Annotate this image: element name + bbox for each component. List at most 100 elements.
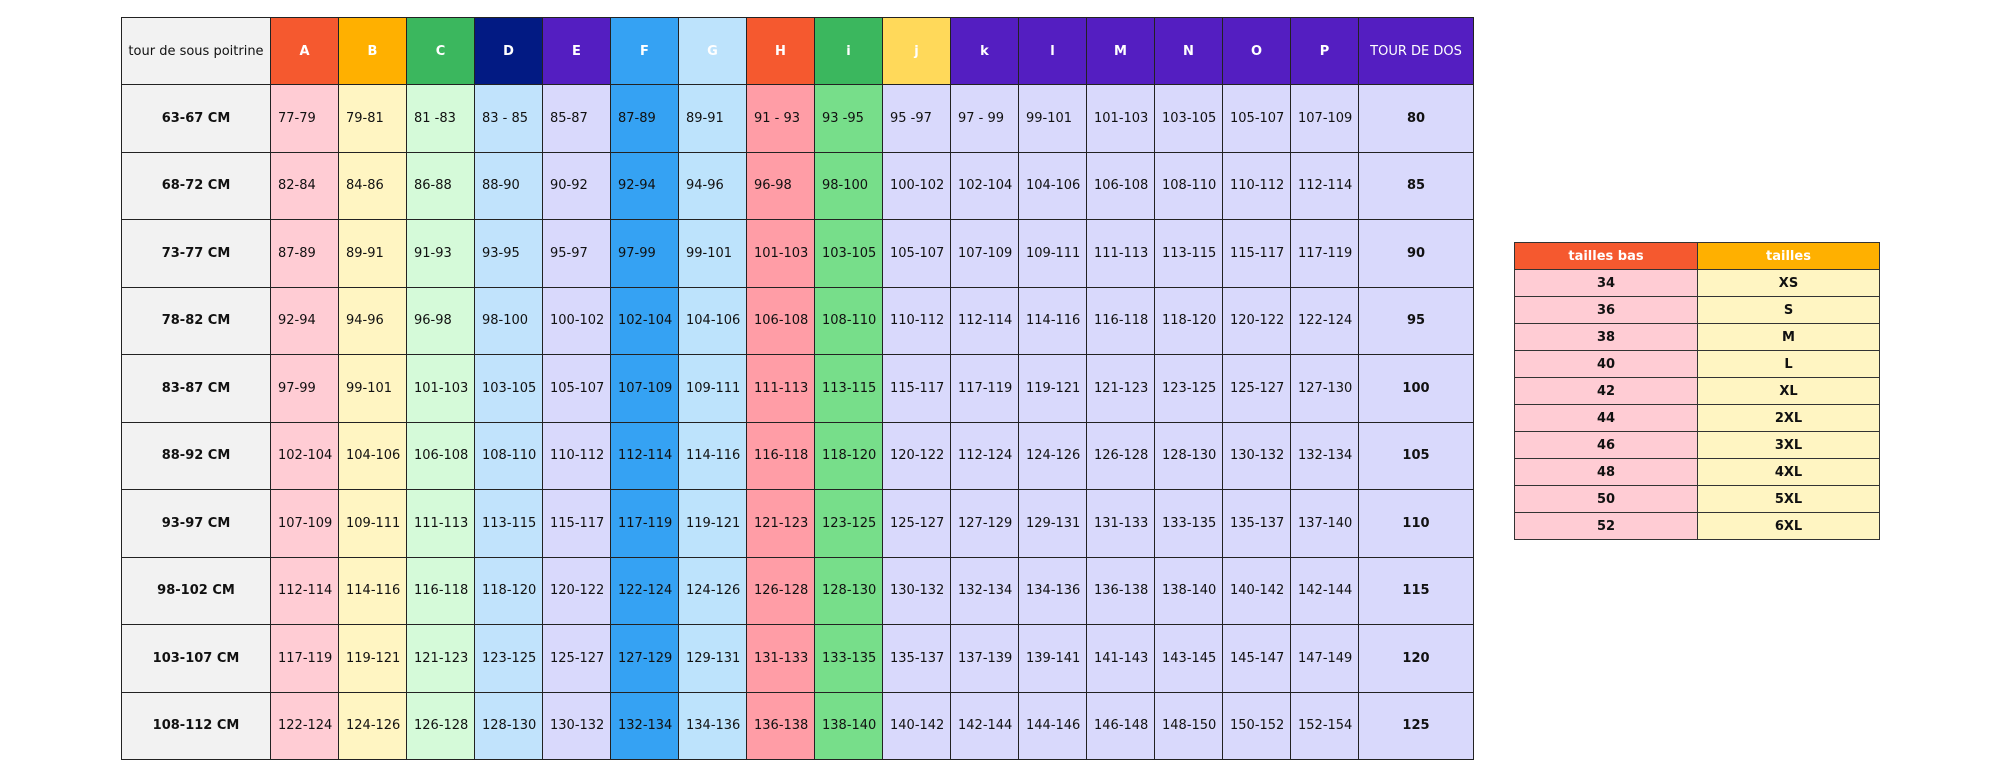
bottom-size-cell: 38: [1514, 323, 1698, 351]
table-cell: 101-103: [1086, 84, 1155, 153]
table-cell: 140-142: [882, 691, 951, 760]
table-cell: 118-120: [814, 421, 883, 490]
table-cell: 85-87: [542, 84, 611, 153]
table-cell: 98-100: [814, 151, 883, 220]
header-cup-P: P: [1290, 17, 1359, 85]
row-back-size: 125: [1358, 691, 1474, 760]
row-underbust-label: 78-82 CM: [121, 286, 271, 355]
table-row: 93-97 CM 107-109 109-111 111-113 113-115 115-…: [121, 489, 1474, 558]
row-underbust-label: 68-72 CM: [121, 151, 271, 220]
table-cell: 113-115: [1154, 219, 1223, 288]
table-cell: 122-124: [610, 556, 679, 625]
table-cell: 93 -95: [814, 84, 883, 153]
table-cell: 122-124: [270, 691, 339, 760]
bottom-size-cell: 44: [1514, 404, 1698, 432]
table-cell: 108-110: [1154, 151, 1223, 220]
header-cup-F: F: [610, 17, 679, 85]
table-cell: 127-129: [610, 624, 679, 693]
row-back-size: 115: [1358, 556, 1474, 625]
table-cell: 133-135: [814, 624, 883, 693]
letter-size-cell: 6XL: [1697, 512, 1880, 540]
table-cell: 102-104: [950, 151, 1019, 220]
table-cell: 119-121: [678, 489, 747, 558]
header-cup-C: C: [406, 17, 475, 85]
table-cell: 117-119: [270, 624, 339, 693]
table-cell: 87-89: [610, 84, 679, 153]
row-back-size: 95: [1358, 286, 1474, 355]
table-cell: 88-90: [474, 151, 543, 220]
table-cell: 136-138: [1086, 556, 1155, 625]
table-row: 48 4XL: [1514, 458, 1880, 486]
bottom-size-cell: 52: [1514, 512, 1698, 540]
table-cell: 101-103: [406, 354, 475, 423]
table-row: 98-102 CM 112-114 114-116 116-118 118-120 120…: [121, 556, 1474, 625]
header-letter-size: tailles: [1697, 242, 1880, 270]
table-row: 46 3XL: [1514, 431, 1880, 459]
table-cell: 112-114: [950, 286, 1019, 355]
table-row: 36 S: [1514, 296, 1880, 324]
table-cell: 81 -83: [406, 84, 475, 153]
table-cell: 125-127: [1222, 354, 1291, 423]
table-cell: 148-150: [1154, 691, 1223, 760]
table-cell: 136-138: [746, 691, 815, 760]
row-back-size: 80: [1358, 84, 1474, 153]
table-cell: 123-125: [814, 489, 883, 558]
table-cell: 95-97: [542, 219, 611, 288]
header-cup-D: D: [474, 17, 543, 85]
table-cell: 108-110: [814, 286, 883, 355]
letter-size-cell: L: [1697, 350, 1880, 378]
table-cell: 105-107: [1222, 84, 1291, 153]
table-cell: 120-122: [1222, 286, 1291, 355]
table-cell: 111-113: [406, 489, 475, 558]
table-cell: 99-101: [1018, 84, 1087, 153]
table-cell: 143-145: [1154, 624, 1223, 693]
table-cell: 79-81: [338, 84, 407, 153]
table-cell: 123-125: [1154, 354, 1223, 423]
table-cell: 120-122: [542, 556, 611, 625]
table-cell: 122-124: [1290, 286, 1359, 355]
header-cup-O: O: [1222, 17, 1291, 85]
table-cell: 132-134: [950, 556, 1019, 625]
table-cell: 97-99: [610, 219, 679, 288]
table-cell: 107-109: [610, 354, 679, 423]
row-back-size: 105: [1358, 421, 1474, 490]
table-cell: 97 - 99: [950, 84, 1019, 153]
table-cell: 111-113: [746, 354, 815, 423]
table-cell: 128-130: [1154, 421, 1223, 490]
table-cell: 113-115: [474, 489, 543, 558]
table-cell: 107-109: [950, 219, 1019, 288]
header-cup-E: E: [542, 17, 611, 85]
table-cell: 127-130: [1290, 354, 1359, 423]
table-cell: 135-137: [882, 624, 951, 693]
table-cell: 137-140: [1290, 489, 1359, 558]
table-cell: 112-124: [950, 421, 1019, 490]
bottom-size-cell: 50: [1514, 485, 1698, 513]
row-underbust-label: 73-77 CM: [121, 219, 271, 288]
table-cell: 111-113: [1086, 219, 1155, 288]
table-cell: 139-141: [1018, 624, 1087, 693]
table-cell: 116-118: [406, 556, 475, 625]
table-cell: 106-108: [406, 421, 475, 490]
table-cell: 97-99: [270, 354, 339, 423]
table-cell: 100-102: [542, 286, 611, 355]
table-header-row: tailles bas tailles: [1514, 242, 1880, 270]
table-cell: 112-114: [270, 556, 339, 625]
table-cell: 135-137: [1222, 489, 1291, 558]
table-cell: 91 - 93: [746, 84, 815, 153]
table-cell: 131-133: [746, 624, 815, 693]
table-cell: 138-140: [1154, 556, 1223, 625]
letter-size-cell: S: [1697, 296, 1880, 324]
header-cup-N: N: [1154, 17, 1223, 85]
table-cell: 104-106: [1018, 151, 1087, 220]
table-cell: 142-144: [950, 691, 1019, 760]
table-cell: 92-94: [270, 286, 339, 355]
row-back-size: 100: [1358, 354, 1474, 423]
table-cell: 82-84: [270, 151, 339, 220]
table-cell: 89-91: [678, 84, 747, 153]
letter-size-cell: M: [1697, 323, 1880, 351]
table-row: 44 2XL: [1514, 404, 1880, 432]
header-cup-i: i: [814, 17, 883, 85]
table-row: 50 5XL: [1514, 485, 1880, 513]
table-cell: 96-98: [746, 151, 815, 220]
